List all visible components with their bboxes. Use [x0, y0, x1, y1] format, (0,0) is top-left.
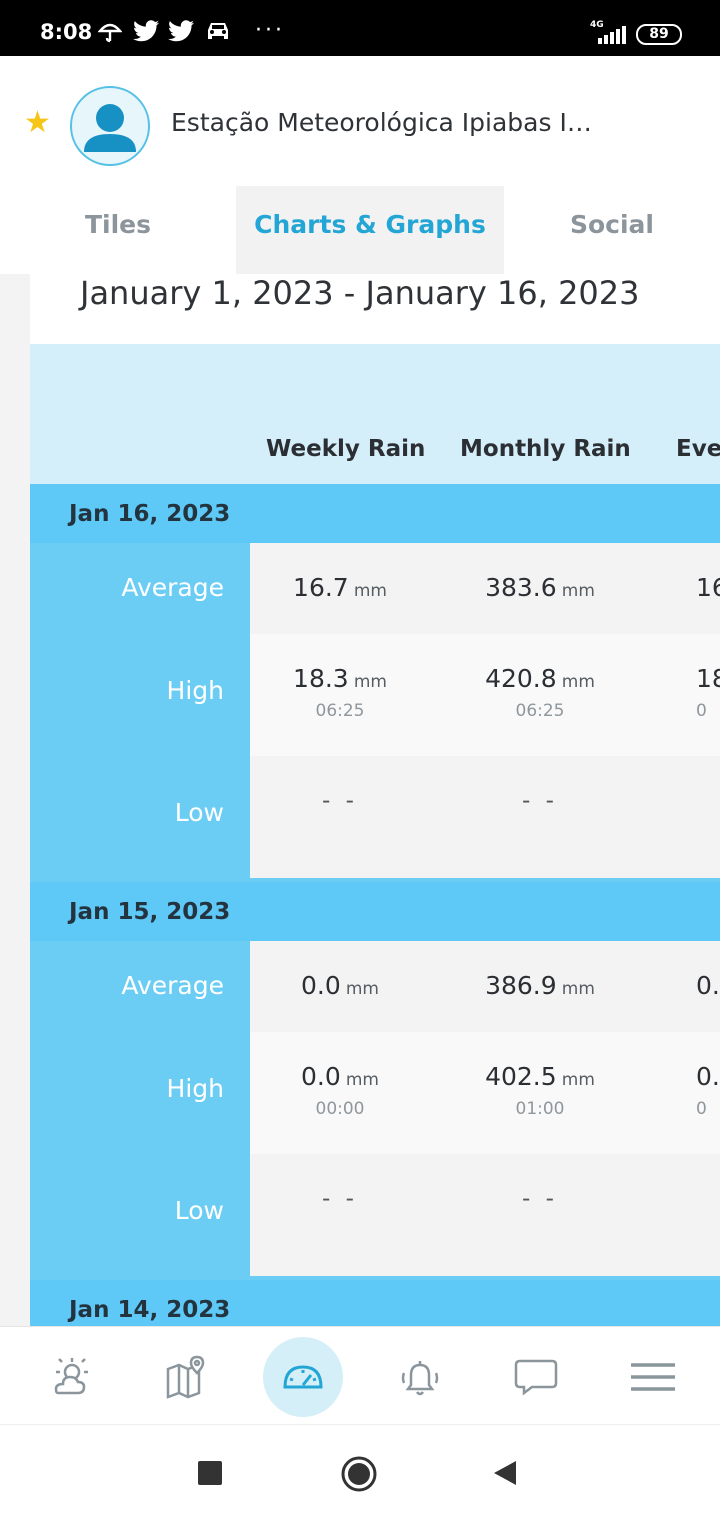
row-label: Low	[30, 756, 250, 878]
row-label: Low	[30, 1154, 250, 1276]
left-gutter	[0, 274, 30, 1326]
network-type: 4G	[590, 20, 604, 30]
event-rain-average: 0.	[696, 971, 720, 1000]
table-row: Average 16.7 mm 383.6 mm 16	[30, 543, 720, 634]
tab-tiles[interactable]: Tiles	[84, 210, 152, 239]
day-header: Jan 16, 2023	[30, 484, 720, 543]
monthly-rain-low: - -	[522, 1186, 558, 1212]
home-icon[interactable]	[340, 1455, 378, 1493]
monthly-rain-low: - -	[522, 788, 558, 814]
parachute-icon	[97, 20, 123, 50]
alerts-icon[interactable]	[380, 1337, 460, 1417]
status-bar: 8:08 ··· 4G 89	[0, 0, 720, 56]
map-icon[interactable]	[147, 1337, 227, 1417]
table-row: Average 0.0 mm 386.9 mm 0.	[30, 941, 720, 1032]
monthly-rain-average: 383.6 mm	[485, 573, 595, 602]
table-row: High 18.3 mm 06:25 420.8 mm 06:25 18 0	[30, 634, 720, 756]
weekly-rain-high: 0.0 mm 00:00	[301, 1062, 379, 1119]
event-rain-average: 16	[696, 573, 720, 602]
twitter-icon	[168, 20, 194, 48]
tab-bar: Tiles Charts & Graphs Social	[0, 186, 720, 274]
row-label: High	[30, 634, 250, 756]
signal-icon	[598, 26, 626, 44]
table-row: Low - - - -	[30, 1154, 720, 1276]
weekly-rain-low: - -	[322, 788, 358, 814]
messages-icon[interactable]	[496, 1337, 576, 1417]
day-date: Jan 15, 2023	[69, 899, 231, 925]
day-date: Jan 16, 2023	[69, 501, 231, 527]
monthly-rain-high: 420.8 mm 06:25	[485, 664, 595, 721]
car-icon	[204, 20, 232, 48]
app-header: ★ Estação Meteorológica Ipiabas I… Tiles…	[0, 56, 720, 274]
weekly-rain-average: 16.7 mm	[293, 573, 387, 602]
day-header: Jan 15, 2023	[30, 882, 720, 941]
table-row: Low - - - -	[30, 756, 720, 878]
bottom-nav	[0, 1326, 720, 1424]
menu-icon[interactable]	[613, 1337, 693, 1417]
status-time: 8:08	[40, 20, 93, 44]
day-date: Jan 14, 2023	[69, 1297, 231, 1323]
station-avatar[interactable]	[70, 86, 150, 166]
summary-table: Weekly Rain Monthly Rain Eve Jan 16, 202…	[30, 344, 720, 1326]
user-icon	[84, 104, 136, 152]
weekly-rain-low: - -	[322, 1186, 358, 1212]
event-rain-high: 18 0	[696, 664, 720, 721]
weekly-rain-average: 0.0 mm	[301, 971, 379, 1000]
tab-social[interactable]: Social	[569, 210, 654, 239]
row-label: Average	[30, 941, 250, 1032]
monthly-rain-average: 386.9 mm	[485, 971, 595, 1000]
column-header-monthly-rain: Monthly Rain	[460, 436, 631, 462]
row-label: Average	[30, 543, 250, 634]
day-header: Jan 14, 2023	[30, 1280, 720, 1326]
row-label: High	[30, 1032, 250, 1154]
favorite-star-icon[interactable]: ★	[24, 105, 51, 140]
event-rain-high: 0. 0	[696, 1062, 720, 1119]
monthly-rain-high: 402.5 mm 01:00	[485, 1062, 595, 1119]
battery-indicator: 89	[636, 24, 682, 45]
more-notifications-icon: ···	[255, 18, 285, 43]
weekly-rain-high: 18.3 mm 06:25	[293, 664, 387, 721]
column-header-row: Weekly Rain Monthly Rain Eve	[30, 344, 720, 484]
recent-apps-icon[interactable]	[198, 1461, 222, 1485]
system-navigation-bar	[0, 1424, 720, 1520]
dashboard-icon[interactable]	[263, 1337, 343, 1417]
station-title: Estação Meteorológica Ipiabas I…	[171, 108, 592, 137]
weather-icon[interactable]	[30, 1337, 110, 1417]
tab-charts-graphs[interactable]: Charts & Graphs	[236, 186, 504, 274]
date-range: January 1, 2023 - January 16, 2023	[80, 274, 640, 312]
column-header-weekly-rain: Weekly Rain	[266, 436, 426, 462]
back-icon[interactable]	[492, 1459, 518, 1487]
table-row: High 0.0 mm 00:00 402.5 mm 01:00 0. 0	[30, 1032, 720, 1154]
column-header-event-rain: Eve	[676, 436, 720, 462]
twitter-icon	[133, 20, 159, 48]
summary-panel[interactable]: January 1, 2023 - January 16, 2023 Weekl…	[30, 274, 720, 1326]
